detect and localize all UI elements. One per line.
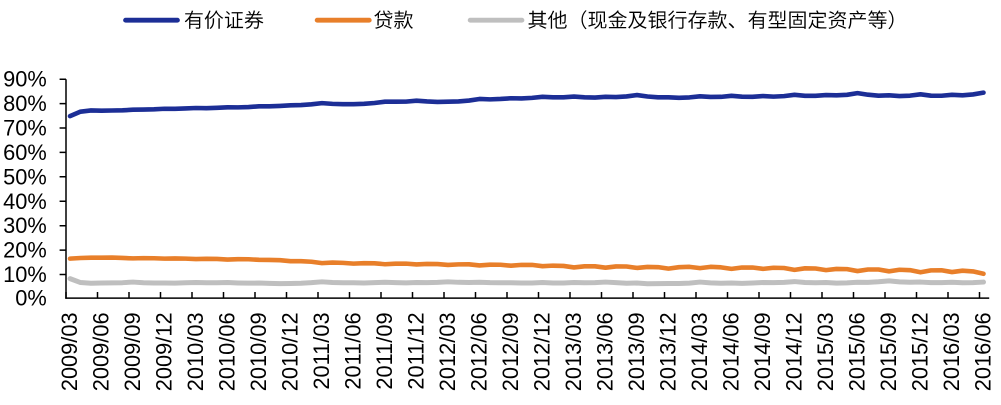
svg-text:70%: 70% [3, 116, 47, 141]
svg-text:2011/06: 2011/06 [340, 312, 365, 389]
svg-text:30%: 30% [3, 213, 47, 238]
svg-text:2014/12: 2014/12 [781, 312, 806, 391]
svg-text:20%: 20% [3, 238, 47, 263]
svg-text:90%: 90% [3, 67, 47, 92]
svg-text:2011/03: 2011/03 [309, 312, 334, 389]
svg-text:50%: 50% [3, 164, 47, 189]
svg-text:10%: 10% [3, 262, 47, 287]
svg-text:2010/12: 2010/12 [277, 312, 302, 391]
svg-text:2013/09: 2013/09 [624, 312, 649, 391]
svg-text:2015/03: 2015/03 [813, 312, 838, 391]
svg-text:2011/09: 2011/09 [372, 312, 397, 389]
svg-text:2013/03: 2013/03 [561, 312, 586, 391]
svg-text:2009/12: 2009/12 [151, 312, 176, 391]
svg-text:2012/06: 2012/06 [466, 312, 491, 391]
svg-text:2012/03: 2012/03 [435, 312, 460, 391]
svg-text:2016/03: 2016/03 [939, 312, 964, 391]
svg-text:2009/09: 2009/09 [120, 312, 145, 391]
svg-text:60%: 60% [3, 140, 47, 165]
svg-text:2014/06: 2014/06 [718, 312, 743, 391]
svg-text:2015/09: 2015/09 [876, 312, 901, 391]
svg-text:2014/03: 2014/03 [687, 312, 712, 391]
svg-text:2015/12: 2015/12 [907, 312, 932, 391]
svg-text:2012/09: 2012/09 [498, 312, 523, 391]
svg-text:2013/06: 2013/06 [592, 312, 617, 391]
svg-text:40%: 40% [3, 189, 47, 214]
svg-text:2009/03: 2009/03 [57, 312, 82, 391]
svg-text:2015/06: 2015/06 [844, 312, 869, 391]
svg-text:2010/06: 2010/06 [214, 312, 239, 391]
svg-text:2010/03: 2010/03 [183, 312, 208, 391]
svg-text:2009/06: 2009/06 [88, 312, 113, 391]
svg-text:2011/12: 2011/12 [403, 312, 428, 389]
svg-text:2010/09: 2010/09 [246, 312, 271, 391]
svg-text:0%: 0% [15, 285, 47, 310]
svg-text:80%: 80% [3, 91, 47, 116]
svg-text:2012/12: 2012/12 [529, 312, 554, 391]
svg-text:2016/06: 2016/06 [970, 312, 995, 391]
svg-text:2013/12: 2013/12 [655, 312, 680, 391]
svg-text:2014/09: 2014/09 [750, 312, 775, 391]
